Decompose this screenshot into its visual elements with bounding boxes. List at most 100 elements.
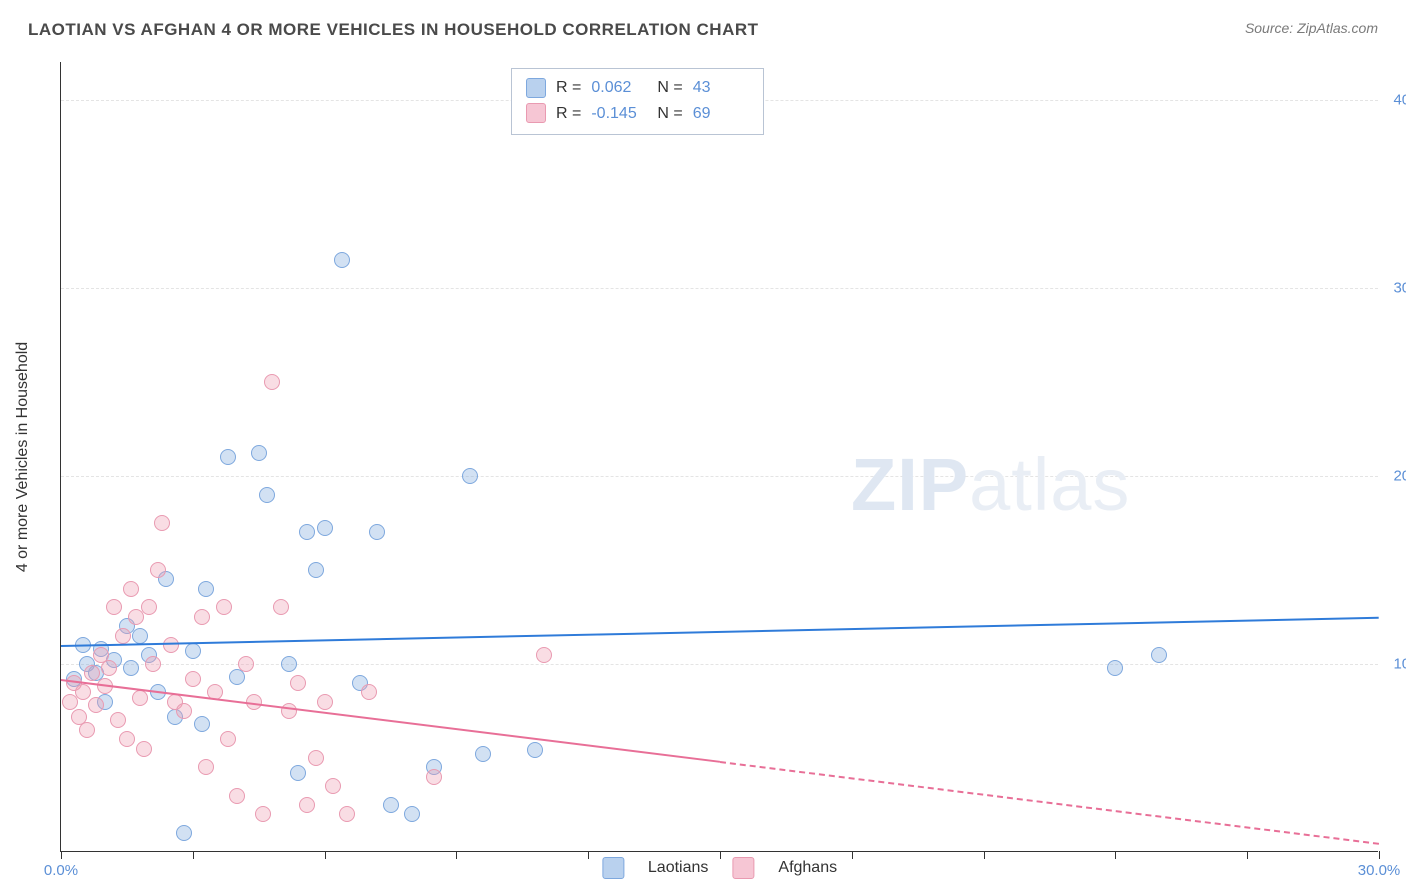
data-point bbox=[255, 806, 271, 822]
legend-swatch-icon bbox=[732, 857, 754, 879]
r-value: -0.145 bbox=[591, 101, 647, 127]
r-label: R = bbox=[556, 101, 581, 127]
series-legend: Laotians Afghans bbox=[602, 857, 837, 879]
legend-swatch-icon bbox=[602, 857, 624, 879]
data-point bbox=[106, 599, 122, 615]
data-point bbox=[185, 671, 201, 687]
chart-source: Source: ZipAtlas.com bbox=[1245, 20, 1378, 36]
data-point bbox=[84, 665, 100, 681]
x-tick bbox=[1379, 851, 1380, 859]
data-point bbox=[334, 252, 350, 268]
data-point bbox=[1107, 660, 1123, 676]
data-point bbox=[1151, 647, 1167, 663]
data-point bbox=[145, 656, 161, 672]
data-point bbox=[194, 716, 210, 732]
data-point bbox=[290, 675, 306, 691]
data-point bbox=[317, 520, 333, 536]
data-point bbox=[369, 524, 385, 540]
trend-line bbox=[720, 761, 1379, 845]
n-label: N = bbox=[657, 101, 682, 127]
x-tick bbox=[325, 851, 326, 859]
scatter-chart: 4 or more Vehicles in Household 10.0%20.… bbox=[60, 62, 1378, 852]
x-tick bbox=[456, 851, 457, 859]
data-point bbox=[308, 750, 324, 766]
data-point bbox=[216, 599, 232, 615]
data-point bbox=[123, 660, 139, 676]
y-tick-label: 10.0% bbox=[1384, 655, 1406, 672]
trend-line bbox=[61, 617, 1379, 647]
data-point bbox=[132, 690, 148, 706]
data-point bbox=[123, 581, 139, 597]
r-value: 0.062 bbox=[591, 75, 647, 101]
data-point bbox=[527, 742, 543, 758]
data-point bbox=[75, 684, 91, 700]
data-point bbox=[101, 660, 117, 676]
data-point bbox=[132, 628, 148, 644]
x-tick bbox=[61, 851, 62, 859]
x-tick bbox=[1115, 851, 1116, 859]
gridline bbox=[61, 476, 1378, 477]
data-point bbox=[229, 788, 245, 804]
data-point bbox=[176, 703, 192, 719]
y-tick-label: 30.0% bbox=[1384, 279, 1406, 296]
data-point bbox=[361, 684, 377, 700]
n-label: N = bbox=[657, 75, 682, 101]
data-point bbox=[475, 746, 491, 762]
data-point bbox=[79, 722, 95, 738]
data-point bbox=[163, 637, 179, 653]
data-point bbox=[141, 599, 157, 615]
data-point bbox=[404, 806, 420, 822]
data-point bbox=[198, 759, 214, 775]
gridline bbox=[61, 288, 1378, 289]
data-point bbox=[220, 449, 236, 465]
legend-label: Afghans bbox=[778, 859, 837, 877]
data-point bbox=[220, 731, 236, 747]
x-tick bbox=[984, 851, 985, 859]
correlation-row: R =-0.145N =69 bbox=[526, 101, 749, 127]
data-point bbox=[426, 769, 442, 785]
data-point bbox=[299, 524, 315, 540]
data-point bbox=[136, 741, 152, 757]
correlation-legend: R =0.062N =43R =-0.145N =69 bbox=[511, 68, 764, 135]
data-point bbox=[251, 445, 267, 461]
y-axis-label: 4 or more Vehicles in Household bbox=[14, 341, 32, 571]
data-point bbox=[273, 599, 289, 615]
data-point bbox=[383, 797, 399, 813]
data-point bbox=[115, 628, 131, 644]
x-tick bbox=[193, 851, 194, 859]
x-tick bbox=[1247, 851, 1248, 859]
data-point bbox=[339, 806, 355, 822]
x-tick bbox=[852, 851, 853, 859]
data-point bbox=[317, 694, 333, 710]
data-point bbox=[281, 703, 297, 719]
data-point bbox=[308, 562, 324, 578]
data-point bbox=[281, 656, 297, 672]
y-tick-label: 40.0% bbox=[1384, 91, 1406, 108]
x-tick-label: 0.0% bbox=[44, 862, 78, 879]
x-tick bbox=[588, 851, 589, 859]
data-point bbox=[88, 697, 104, 713]
legend-swatch-icon bbox=[526, 103, 546, 123]
chart-title: LAOTIAN VS AFGHAN 4 OR MORE VEHICLES IN … bbox=[28, 20, 759, 40]
data-point bbox=[259, 487, 275, 503]
data-point bbox=[119, 731, 135, 747]
r-label: R = bbox=[556, 75, 581, 101]
data-point bbox=[198, 581, 214, 597]
gridline bbox=[61, 664, 1378, 665]
data-point bbox=[325, 778, 341, 794]
legend-label: Laotians bbox=[648, 859, 709, 877]
data-point bbox=[238, 656, 254, 672]
data-point bbox=[110, 712, 126, 728]
data-point bbox=[264, 374, 280, 390]
data-point bbox=[194, 609, 210, 625]
data-point bbox=[536, 647, 552, 663]
legend-swatch-icon bbox=[526, 78, 546, 98]
data-point bbox=[290, 765, 306, 781]
data-point bbox=[176, 825, 192, 841]
chart-header: LAOTIAN VS AFGHAN 4 OR MORE VEHICLES IN … bbox=[0, 0, 1406, 48]
y-tick-label: 20.0% bbox=[1384, 467, 1406, 484]
watermark: ZIPatlas bbox=[851, 442, 1130, 527]
trend-line bbox=[61, 679, 720, 763]
data-point bbox=[154, 515, 170, 531]
data-point bbox=[299, 797, 315, 813]
